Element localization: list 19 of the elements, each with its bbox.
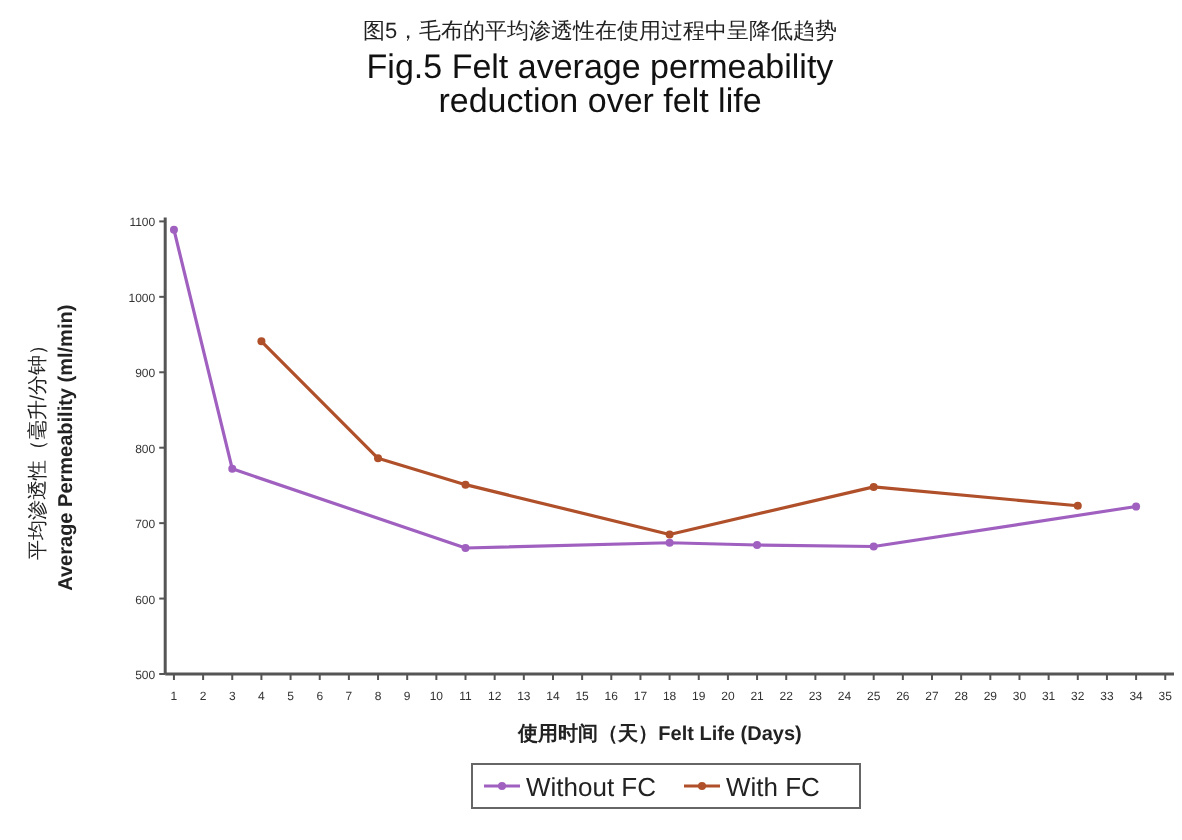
point <box>461 544 470 553</box>
point <box>228 464 237 473</box>
point <box>665 538 674 547</box>
chart-title: Fig.5 Felt average permeability reduction over felt life <box>366 48 835 120</box>
point <box>461 480 470 489</box>
point <box>169 225 178 234</box>
point <box>753 541 762 550</box>
point <box>869 542 878 551</box>
legend-label: With FC <box>726 772 820 802</box>
point <box>665 530 674 539</box>
point <box>869 482 878 491</box>
point <box>257 337 266 346</box>
chart-subtitle: 图5，毛布的平均渗透性在使用过程中呈降低趋势 <box>362 18 838 44</box>
x-axis-title: 使用时间（天）Felt Life (Days) <box>516 722 802 746</box>
point <box>1073 501 1082 510</box>
point <box>1132 502 1141 511</box>
legend-label: Without FC <box>526 772 657 802</box>
point <box>374 454 383 463</box>
y-axis-title: 平均渗透性（毫升/分钟） Average Permeability (ml/min) <box>26 304 78 591</box>
